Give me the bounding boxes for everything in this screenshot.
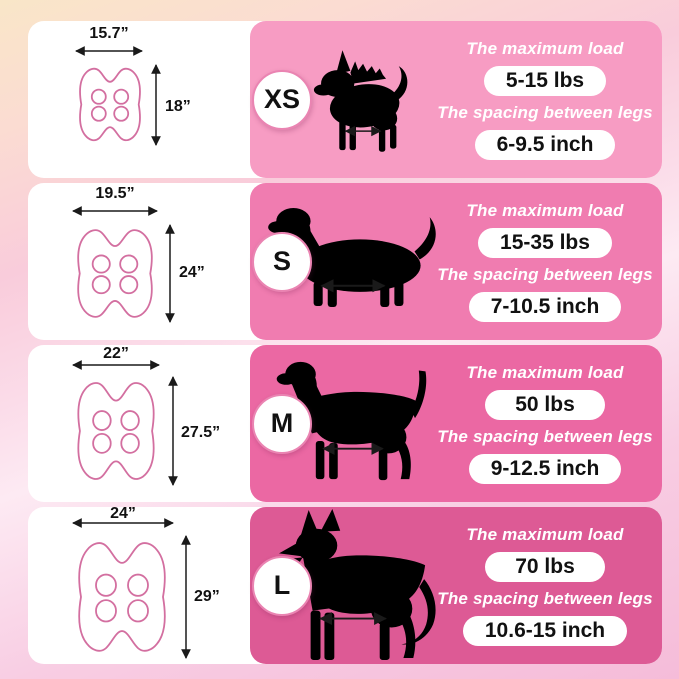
pad-dimension-diagram: 19.5” 24”: [72, 185, 205, 323]
size-badge-m: M: [252, 393, 312, 454]
german-shepherd-dog-silhouette: [279, 508, 436, 661]
size-banner: The maximum load 50 lbs The spacing betw…: [250, 345, 662, 502]
pad-width-label: 22”: [103, 345, 129, 362]
size-banner: The maximum load 70 lbs The spacing betw…: [250, 507, 662, 664]
chihuahua-dog-silhouette: [313, 50, 408, 152]
leg-spacing-label: The spacing between legs: [437, 589, 653, 608]
max-load-label: The maximum load: [466, 525, 624, 544]
max-load-pill: 5-15 lbs: [483, 66, 607, 96]
size-rows: 15.7” 18” The maximum load 5-15 lbs The …: [0, 21, 679, 669]
size-badge-s: S: [252, 231, 312, 292]
pad-height-label: 18”: [165, 98, 191, 115]
max-load-label: The maximum load: [466, 39, 624, 58]
pointer-dog-silhouette: [276, 361, 427, 481]
size-banner: The maximum load 5-15 lbs The spacing be…: [250, 21, 662, 178]
leg-spacing-label: The spacing between legs: [437, 427, 653, 446]
leg-spacing-pill: 7-10.5 inch: [468, 292, 622, 322]
pad-width-label: 19.5”: [95, 185, 134, 202]
leg-spacing-label: The spacing between legs: [437, 103, 653, 122]
pad-height-label: 27.5”: [181, 424, 220, 441]
pad-width-label: 15.7”: [89, 25, 128, 42]
pad-width-label: 24”: [110, 507, 136, 522]
leg-spacing-pill: 6-9.5 inch: [474, 130, 616, 160]
size-row-xs: 15.7” 18” The maximum load 5-15 lbs The …: [28, 21, 662, 178]
pad-dimension-diagram: 22” 27.5”: [72, 345, 220, 486]
pad-height-label: 29”: [194, 588, 220, 605]
pad-dimension-diagram: 24” 29”: [72, 507, 220, 659]
size-badge-l: L: [252, 555, 312, 616]
leg-spacing-pill: 9-12.5 inch: [468, 454, 622, 484]
max-load-pill: 50 lbs: [485, 390, 605, 420]
harness-pad-outline-icon: [77, 229, 153, 318]
size-badge-xs: XS: [252, 69, 312, 130]
max-load-label: The maximum load: [466, 363, 624, 382]
max-load-pill: 15-35 lbs: [478, 228, 612, 258]
max-load-pill: 70 lbs: [485, 552, 605, 582]
harness-pad-outline-icon: [77, 382, 155, 480]
pad-height-label: 24”: [179, 264, 205, 281]
leg-spacing-pill: 10.6-15 inch: [462, 616, 628, 646]
pad-dimension-diagram: 15.7” 18”: [75, 25, 191, 146]
size-row-m: 22” 27.5” The maximum load 50 lbs The sp…: [28, 345, 662, 502]
size-row-l: 24” 29” The maximum load 70 lbs The spac…: [28, 507, 662, 664]
leg-spacing-label: The spacing between legs: [437, 265, 653, 284]
harness-pad-outline-icon: [79, 68, 141, 141]
dachshund-dog-silhouette: [268, 208, 436, 307]
harness-pad-outline-icon: [78, 542, 166, 652]
size-banner: The maximum load 15-35 lbs The spacing b…: [250, 183, 662, 340]
size-row-s: 19.5” 24” The maximum load 15-35 lbs The…: [28, 183, 662, 340]
max-load-label: The maximum load: [466, 201, 624, 220]
